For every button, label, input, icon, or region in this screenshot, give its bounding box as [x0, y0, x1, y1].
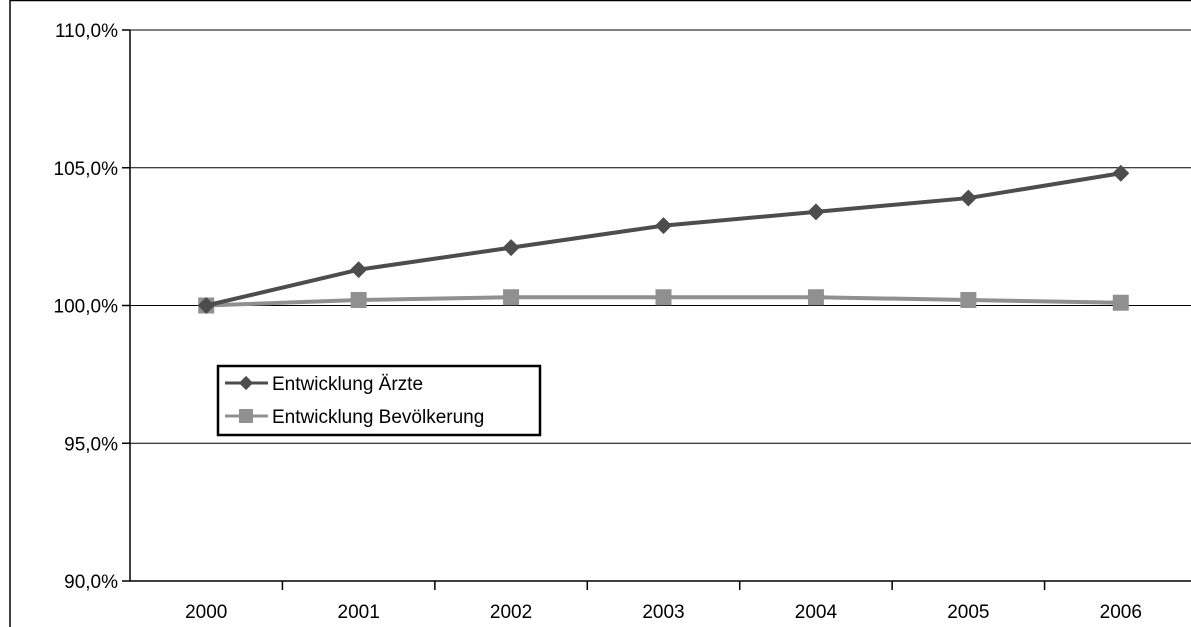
x-tick-label: 2006 [1100, 602, 1142, 623]
legend-diamond-icon [238, 375, 254, 391]
x-axis-ticks: 2000 2001 2002 2003 2004 2005 2006 [185, 581, 1142, 623]
legend-entry-2: Entwicklung Bevölkerung [225, 407, 484, 428]
y-tick-label: 95,0% [64, 434, 118, 455]
data-point-square [503, 289, 520, 306]
legend-box [216, 364, 542, 437]
data-point-square [655, 289, 672, 306]
y-tick-label: 105,0% [54, 159, 119, 180]
data-point-diamond [655, 217, 672, 235]
x-tick-label: 2003 [642, 602, 684, 623]
data-point-diamond [807, 203, 825, 221]
y-tick-label: 90,0% [64, 572, 118, 593]
legend-square-icon [239, 409, 253, 423]
gridlines [130, 29, 1191, 444]
x-tick-label: 2005 [947, 602, 989, 623]
data-point-diamond [959, 189, 977, 207]
y-tick-label: 110,0% [55, 21, 118, 42]
x-tick-label: 2004 [795, 602, 838, 623]
data-point-square [960, 291, 977, 308]
legend: Entwicklung Ärzte Entwicklung Bevölkerun… [216, 364, 542, 437]
data-point-square [807, 289, 824, 306]
outer-frame [9, 0, 1191, 627]
x-tick-label: 2000 [185, 602, 227, 623]
y-axis-ticks: 90,0% 95,0% 100,0% 105,0% 110,0% [54, 21, 130, 593]
data-point-diamond [350, 261, 368, 279]
series [197, 164, 1130, 314]
legend-entry-1: Entwicklung Ärzte [225, 374, 423, 395]
x-tick-label: 2001 [338, 602, 380, 623]
x-tick-label: 2002 [490, 602, 532, 623]
y-tick-label: 100,0% [54, 297, 119, 318]
data-point-square [1112, 294, 1129, 311]
legend-label-aerzte: Entwicklung Ärzte [272, 374, 423, 395]
data-point-diamond [197, 297, 215, 314]
data-point-square [350, 291, 367, 308]
legend-label-bevoelkerung: Entwicklung Bevölkerung [272, 407, 484, 428]
